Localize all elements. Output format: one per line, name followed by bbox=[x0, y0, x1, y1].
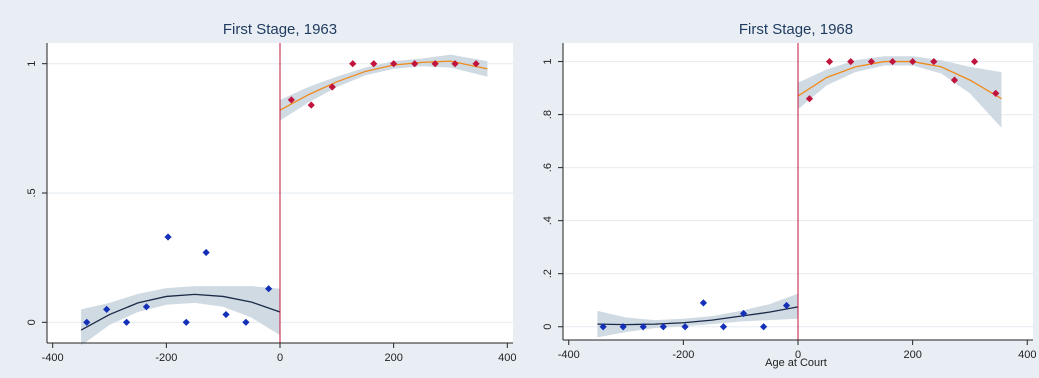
y-tick-label: .4 bbox=[542, 216, 554, 225]
confidence-band-left bbox=[81, 286, 280, 346]
data-point-right bbox=[349, 60, 357, 68]
data-point-left bbox=[83, 318, 91, 326]
confidence-band-left bbox=[597, 293, 798, 338]
data-point-left bbox=[639, 323, 647, 331]
axes: -400 -200 0 200 400 0 .2 .4 .6 .8 1 bbox=[542, 43, 1036, 361]
x-tick-label: 200 bbox=[903, 349, 921, 361]
data-point-left bbox=[202, 248, 210, 257]
data-point-left bbox=[142, 303, 151, 311]
fit-lines bbox=[80, 60, 488, 331]
data-point-right bbox=[950, 76, 959, 84]
x-tick-label: -200 bbox=[155, 352, 177, 364]
data-point-right bbox=[328, 83, 336, 91]
data-point-right bbox=[370, 60, 378, 68]
data-point-left bbox=[122, 318, 131, 326]
x-tick-label: 200 bbox=[384, 352, 402, 364]
data-point-left bbox=[681, 323, 689, 331]
data-point-right bbox=[390, 60, 398, 68]
data-point-left bbox=[265, 285, 273, 293]
data-point-right bbox=[909, 57, 917, 66]
x-tick-label: 400 bbox=[1018, 349, 1036, 361]
data-point-left bbox=[222, 310, 230, 319]
data-point-right bbox=[847, 57, 855, 66]
confidence-bands bbox=[597, 56, 1002, 338]
data-point-right bbox=[307, 101, 315, 109]
data-point-right bbox=[472, 60, 480, 68]
data-point-left bbox=[242, 318, 250, 326]
axes: -400 -200 0 200 400 0 .5 1 bbox=[26, 43, 516, 364]
data-point-right bbox=[888, 57, 897, 66]
data-point-right bbox=[805, 95, 814, 103]
y-tick-label: .5 bbox=[26, 188, 38, 197]
x-tick-label: -400 bbox=[42, 352, 64, 364]
data-point-right bbox=[431, 60, 439, 68]
data-point-left bbox=[182, 318, 190, 326]
data-points bbox=[599, 57, 1000, 331]
fit-lines bbox=[597, 60, 1002, 326]
y-tick-label: .6 bbox=[542, 163, 554, 172]
x-tick-label: -200 bbox=[672, 349, 694, 361]
y-tick-label: 1 bbox=[26, 61, 38, 67]
y-tick-label: 0 bbox=[26, 319, 38, 325]
data-point-right bbox=[970, 57, 979, 66]
fit-line-right bbox=[279, 60, 488, 111]
data-point-left bbox=[599, 323, 607, 331]
data-point-right bbox=[825, 57, 834, 66]
data-point-left bbox=[760, 323, 768, 331]
x-tick-label: 400 bbox=[498, 352, 516, 364]
fit-line-left bbox=[597, 306, 799, 326]
y-tick-label: 0 bbox=[542, 324, 554, 330]
y-tick-label: .8 bbox=[542, 110, 554, 119]
x-tick-label: -400 bbox=[558, 349, 580, 361]
data-point-left bbox=[659, 323, 667, 331]
x-axis-title: Age at Court bbox=[765, 357, 827, 369]
data-point-left bbox=[619, 323, 627, 331]
data-point-left bbox=[103, 305, 111, 313]
data-point-right bbox=[451, 60, 459, 68]
y-tick-label: 1 bbox=[542, 59, 554, 65]
data-point-right bbox=[411, 60, 419, 68]
data-point-left bbox=[739, 309, 748, 318]
data-point-right bbox=[287, 96, 295, 104]
confidence-band-right bbox=[798, 56, 1002, 128]
data-point-right bbox=[992, 89, 1000, 97]
data-points bbox=[83, 60, 480, 326]
x-tick-label: 0 bbox=[795, 349, 801, 361]
fit-line-right bbox=[797, 60, 1002, 100]
x-tick-label: 0 bbox=[277, 352, 283, 364]
data-point-right bbox=[867, 57, 875, 66]
data-point-left bbox=[782, 301, 791, 310]
y-tick-label: .2 bbox=[542, 269, 554, 278]
panel-1963: -400 -200 0 200 400 0 .5 1 First Stage, 1963 bbox=[0, 0, 519, 378]
chart-title: First Stage, 1968 bbox=[739, 21, 853, 38]
data-point-left bbox=[719, 323, 728, 331]
panel-1968: -400 -200 0 200 400 0 .2 .4 .6 .8 1 First Stage, 1… bbox=[519, 0, 1039, 378]
data-point-right bbox=[930, 57, 938, 66]
fit-line-left bbox=[80, 293, 281, 331]
data-point-left bbox=[699, 299, 708, 307]
chart-title: First Stage, 1963 bbox=[223, 21, 337, 38]
data-point-left bbox=[164, 233, 172, 241]
